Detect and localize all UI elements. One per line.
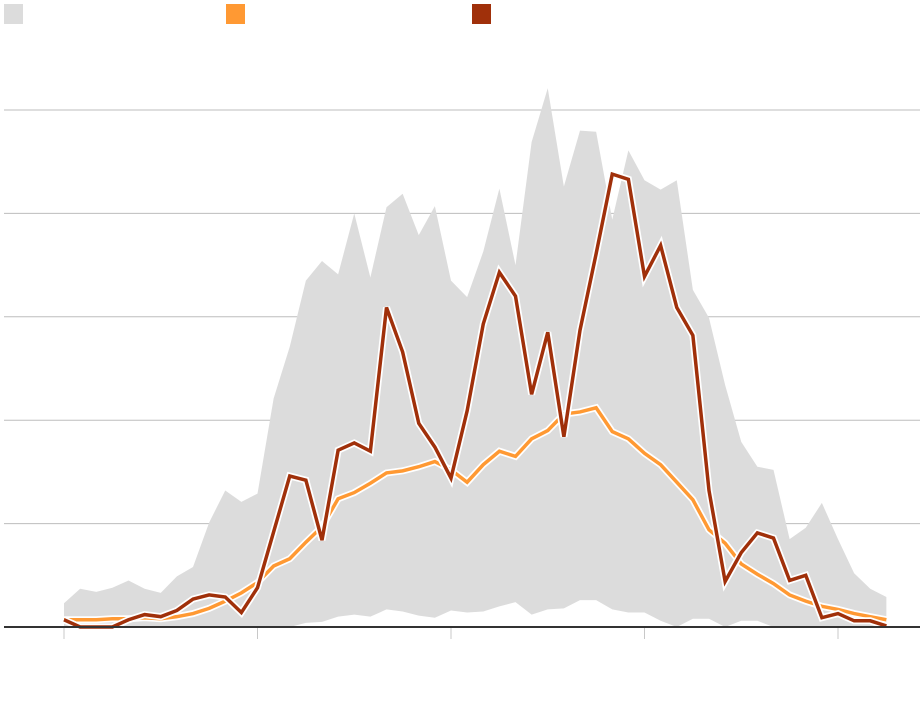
x-axis [4,626,920,639]
series-lines [62,169,888,631]
series-line-0 [64,405,887,622]
legend-swatch-0 [4,4,23,24]
series-line-1 [63,171,887,629]
legend-swatch-1 [226,4,245,24]
legend [4,4,491,24]
legend-swatch-2 [472,4,491,24]
